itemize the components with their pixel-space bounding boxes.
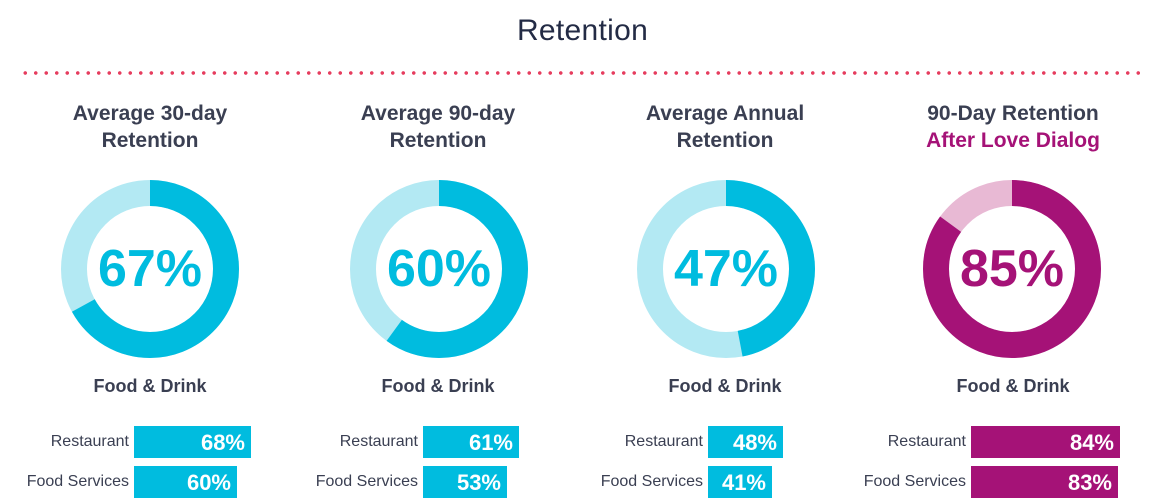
panel-heading-accent: After Love Dialog: [926, 129, 1100, 152]
panel-heading-line: Retention: [101, 129, 199, 152]
category-label: Food & Drink: [956, 376, 1070, 396]
donut-value-label: 47%: [673, 240, 779, 298]
bar-category-label: Food Services: [863, 473, 966, 490]
bar-category-label: Restaurant: [887, 433, 966, 450]
donut-value-slice: [350, 180, 528, 358]
donut-value-slice: [923, 180, 1101, 358]
donut-svg: [61, 180, 239, 358]
bar-category-label: Restaurant: [624, 433, 703, 450]
panel-heading-line: Average 90-day: [360, 102, 516, 125]
donut-chart: 67%: [60, 179, 240, 359]
bar-category-label: Food Services: [315, 473, 418, 490]
bar-value-label: 60%: [186, 470, 231, 495]
panel-heading: 90-Day Retention After Love Dialog: [868, 100, 1158, 154]
category-label: Food & Drink: [381, 376, 495, 396]
bar-value-label: 61%: [468, 430, 513, 455]
donut-value-label: 60%: [386, 240, 492, 298]
panel-heading-line: Retention: [676, 129, 774, 152]
category-label: Food & Drink: [668, 376, 782, 396]
panel-heading: Average 90-day Retention: [293, 100, 583, 154]
retention-panel: Average Annual Retention 47% Food & Drink: [580, 96, 870, 501]
panel-heading: Average Annual Retention: [580, 100, 870, 154]
bar-category-label: Restaurant: [339, 433, 418, 450]
bar: 41%: [708, 466, 772, 498]
bar-category-label: Food Services: [26, 473, 129, 490]
bar-value-label: 53%: [456, 470, 501, 495]
panel-heading-line: Retention: [389, 129, 487, 152]
bar-value-label: 41%: [721, 470, 766, 495]
panel-heading-line: Average Annual: [645, 102, 805, 125]
bar-value-label: 83%: [1067, 470, 1112, 495]
donut-value-label: 67%: [97, 240, 203, 298]
bar-category-label: Restaurant: [50, 433, 129, 450]
panel-heading-line: 90-Day Retention: [927, 102, 1099, 125]
retention-panel: 90-Day Retention After Love Dialog 85% Food…: [868, 96, 1158, 501]
category-label: Food & Drink: [93, 376, 207, 396]
page-title: Retention: [516, 14, 649, 47]
bar: 48%: [708, 426, 783, 458]
bar: 68%: [134, 426, 251, 458]
dotted-divider: [20, 71, 1145, 75]
retention-panel: Average 30-day Retention 67% Food & Drink: [5, 96, 295, 501]
panel-heading: Average 30-day Retention: [5, 100, 295, 154]
bar-category-label: Food Services: [600, 473, 703, 490]
donut-svg: [637, 180, 815, 358]
bar: 53%: [423, 466, 507, 498]
donut-chart: 85%: [922, 179, 1102, 359]
bar: 83%: [971, 466, 1118, 498]
bar: 60%: [134, 466, 237, 498]
donut-svg: [923, 180, 1101, 358]
retention-panel: Average 90-day Retention 60% Food & Drink: [293, 96, 583, 501]
bar-value-label: 84%: [1069, 430, 1114, 455]
panel-heading-line: Average 30-day: [72, 102, 228, 125]
donut-chart: 60%: [349, 179, 529, 359]
donut-chart: 47%: [636, 179, 816, 359]
donut-value-label: 85%: [959, 240, 1065, 298]
bar: 84%: [971, 426, 1120, 458]
donut-svg: [350, 180, 528, 358]
donut-value-slice: [637, 180, 815, 358]
bar-value-label: 48%: [732, 430, 777, 455]
donut-value-slice: [61, 180, 239, 358]
bar: 61%: [423, 426, 519, 458]
bar-value-label: 68%: [200, 430, 245, 455]
